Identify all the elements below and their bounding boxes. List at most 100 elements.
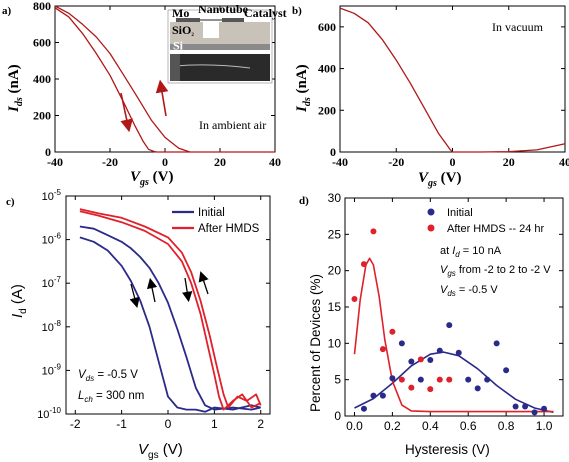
panel-d-fit-2 xyxy=(353,257,554,413)
panel-d-point xyxy=(455,349,462,356)
panel-d-ticks: 0.0 0.2 0.4 0.6 0.8 1.0 0 5 10 15 20 25 30 xyxy=(328,191,563,433)
panel-c-curve-4 xyxy=(79,208,262,409)
panel-d-point xyxy=(370,228,377,235)
panel-d-point xyxy=(474,385,481,392)
panel-d-legend-hmds-marker xyxy=(427,224,435,232)
panel-d-ytick-label: 5 xyxy=(334,373,341,387)
panel-a-arrow-up xyxy=(155,79,169,117)
panel-d-point xyxy=(389,328,396,335)
panel-c-curve-1 xyxy=(79,236,261,413)
panel-a-ytick-label: 0 xyxy=(45,145,51,159)
panel-c-ytick-label: 10-9 xyxy=(42,362,62,377)
panel-c-legend-initial: Initial xyxy=(198,207,225,219)
panel-b-ytick-label: 600 xyxy=(318,20,336,34)
panel-d-point xyxy=(446,376,453,383)
panel-b-xtick-label: 0 xyxy=(450,155,456,169)
panel-a-sweep-1 xyxy=(54,5,191,153)
panel-d-xtick-label: 0.2 xyxy=(384,419,401,433)
panel-d-xtick-label: 0.8 xyxy=(498,419,515,433)
panel-d-ytick-label: 0 xyxy=(334,409,341,423)
panel-d-point xyxy=(436,376,443,383)
panel-a-arrow-down xyxy=(120,92,133,133)
panel-c-ytick-label: 10-6 xyxy=(42,232,62,247)
panel-b-ytick-label: 0 xyxy=(330,145,336,159)
panel-d-fit-1 xyxy=(354,351,554,414)
panel-b-annotation: In vacuum xyxy=(492,20,544,34)
panel-d-point xyxy=(360,261,367,268)
panel-a-xtick-label: 0 xyxy=(162,155,168,169)
inset-nanotube-label: Nanotube xyxy=(198,2,249,16)
panel-d-xtick-label: 1.0 xyxy=(536,419,553,433)
panel-d-xtick-label: 0.4 xyxy=(422,419,439,433)
panel-d-legend-hmds: After HMDS -- 24 hr xyxy=(447,223,545,235)
panel-b-xtick-label: 40 xyxy=(559,155,569,169)
panel-c-arrow-2 xyxy=(146,277,158,303)
panel-d-point xyxy=(398,340,405,347)
panel-d-ylabel: Percent of Devices (%) xyxy=(308,274,323,412)
panel-a-ytick-label: 800 xyxy=(33,0,51,13)
panel-d-note-id: at Id = 10 nA xyxy=(440,245,502,259)
panel-d-legend-initial: Initial xyxy=(447,207,473,219)
panel-c-xtick-label: -1 xyxy=(116,417,127,431)
panel-b-curves xyxy=(339,7,566,153)
panel-d-point xyxy=(379,392,386,399)
inset-catalyst-label: Catalyst xyxy=(244,6,287,20)
panel-d-point xyxy=(465,376,472,383)
panel-d-legend-initial-marker xyxy=(427,208,435,216)
panel-d-label: d) xyxy=(299,195,309,207)
panel-d-point xyxy=(446,322,453,329)
panel-a-ylabel: Ids (nA) xyxy=(6,64,25,113)
panel-d-note-vgs: Vgs from -2 to 2 to -2 V xyxy=(440,264,551,278)
panel-d-point xyxy=(427,386,434,393)
panel-d: d) 0.0 0.2 0.4 0.6 0.8 1.0 0 5 10 15 20 25 30 Initia… xyxy=(299,191,564,457)
panel-c-xlabel: Vgs (V) xyxy=(138,441,183,461)
panel-a-xtick-label: 40 xyxy=(269,155,281,169)
panel-c-note-lch: Lch = 300 nm xyxy=(78,390,144,404)
inset-mo-label: Mo xyxy=(172,6,189,20)
panel-a-xtick-label: -20 xyxy=(102,155,118,169)
panel-a-ytick-label: 400 xyxy=(33,72,51,86)
panel-c-ytick-label: 10-8 xyxy=(42,319,62,334)
inset-si-label: Si xyxy=(173,39,184,53)
panel-a-sweep-2 xyxy=(54,7,275,153)
panel-d-point xyxy=(389,375,396,382)
panel-d-point xyxy=(531,409,538,416)
panel-b-xtick-label: -20 xyxy=(388,155,404,169)
panel-a-annotation: In ambient air xyxy=(199,118,266,132)
panel-c-xtick-label: 2 xyxy=(257,417,264,431)
panel-d-curves xyxy=(351,228,554,416)
panel-c-xtick-label: 1 xyxy=(211,417,218,431)
panel-c: c) -2 -1 0 1 2 10-10 10-9 10-8 10-7 10-6 10-5 Init… xyxy=(6,188,271,461)
panel-d-ytick-label: 25 xyxy=(328,227,342,241)
panel-b-xtick-label: -40 xyxy=(332,155,348,169)
panel-a-ytick-label: 600 xyxy=(33,36,51,50)
panel-b-sweep-1 xyxy=(339,7,566,153)
panel-d-ytick-label: 30 xyxy=(328,191,342,205)
panel-d-point xyxy=(484,376,491,383)
panel-c-ytick-label: 10-7 xyxy=(42,275,62,290)
panel-c-curve-2 xyxy=(79,225,261,411)
panel-d-point xyxy=(417,356,424,363)
panel-a-inset: Mo Nanotube Catalyst SiO2 Si xyxy=(167,2,287,84)
panel-c-legend-hmds: After HMDS xyxy=(198,223,260,235)
panel-c-curves xyxy=(79,208,262,413)
panel-d-ytick-label: 20 xyxy=(328,264,342,278)
panel-c-ytick-label: 10-5 xyxy=(42,188,62,203)
panel-a-label: a) xyxy=(2,5,12,17)
panel-a-ytick-label: 200 xyxy=(33,109,51,123)
panel-d-point xyxy=(379,346,386,353)
panel-d-point xyxy=(512,403,519,410)
panel-a-curves xyxy=(54,5,275,153)
panel-c-arrow-3 xyxy=(182,277,193,303)
panel-d-point xyxy=(398,376,405,383)
panel-b-xlabel: Vgs (V) xyxy=(418,170,462,189)
panel-c-xtick-label: -2 xyxy=(70,417,81,431)
panel-b-label: b) xyxy=(292,5,302,17)
panel-b-xtick-label: 20 xyxy=(503,155,515,169)
panel-c-note-vds: Vds = -0.5 V xyxy=(78,369,138,383)
panel-c-label: c) xyxy=(6,196,15,208)
